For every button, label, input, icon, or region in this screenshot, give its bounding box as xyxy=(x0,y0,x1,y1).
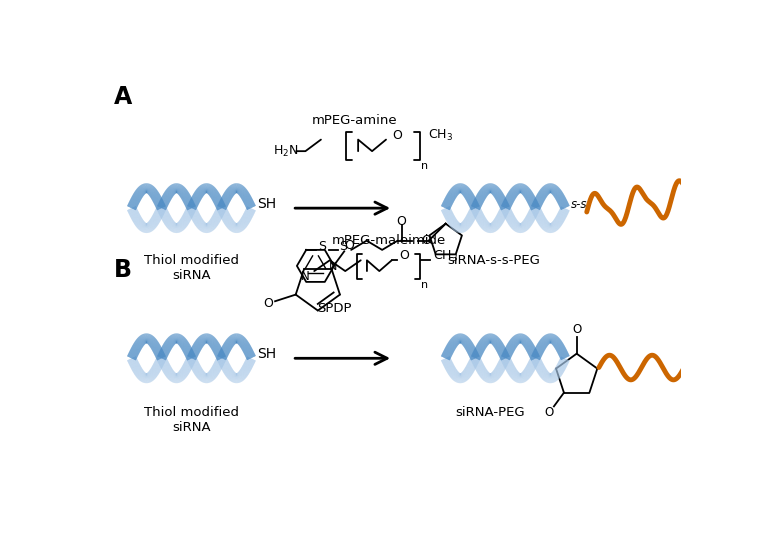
Text: Thiol modified
siRNA: Thiol modified siRNA xyxy=(144,254,239,282)
Text: N: N xyxy=(329,262,338,272)
Text: siRNA-PEG: siRNA-PEG xyxy=(455,406,525,419)
Text: O: O xyxy=(397,215,407,228)
Text: O: O xyxy=(545,406,554,419)
Text: O: O xyxy=(421,234,431,247)
Text: siRNA-s-s-PEG: siRNA-s-s-PEG xyxy=(447,254,540,267)
Text: $\mathregular{CH_3}$: $\mathregular{CH_3}$ xyxy=(433,249,458,264)
Text: O: O xyxy=(263,297,273,310)
Text: n: n xyxy=(421,161,428,171)
Text: SH: SH xyxy=(257,197,276,212)
Text: s-s: s-s xyxy=(572,198,587,211)
Text: Thiol modified
siRNA: Thiol modified siRNA xyxy=(144,406,239,434)
Text: mPEG-maleimide: mPEG-maleimide xyxy=(332,234,446,247)
Text: O: O xyxy=(392,129,402,142)
Text: O: O xyxy=(572,322,581,335)
Text: $\mathregular{CH_3}$: $\mathregular{CH_3}$ xyxy=(428,128,453,143)
Text: O: O xyxy=(399,249,409,262)
Text: S: S xyxy=(318,240,326,253)
Text: $\mathregular{H_2N}$: $\mathregular{H_2N}$ xyxy=(273,143,298,159)
Text: n: n xyxy=(421,280,428,291)
Text: O: O xyxy=(344,239,354,252)
Text: SPDP: SPDP xyxy=(318,302,352,315)
Text: mPEG-amine: mPEG-amine xyxy=(311,114,397,127)
Text: SH: SH xyxy=(257,347,276,361)
Text: N: N xyxy=(301,270,310,283)
Text: S: S xyxy=(339,240,347,253)
Text: A: A xyxy=(114,85,132,109)
Text: B: B xyxy=(114,258,132,282)
